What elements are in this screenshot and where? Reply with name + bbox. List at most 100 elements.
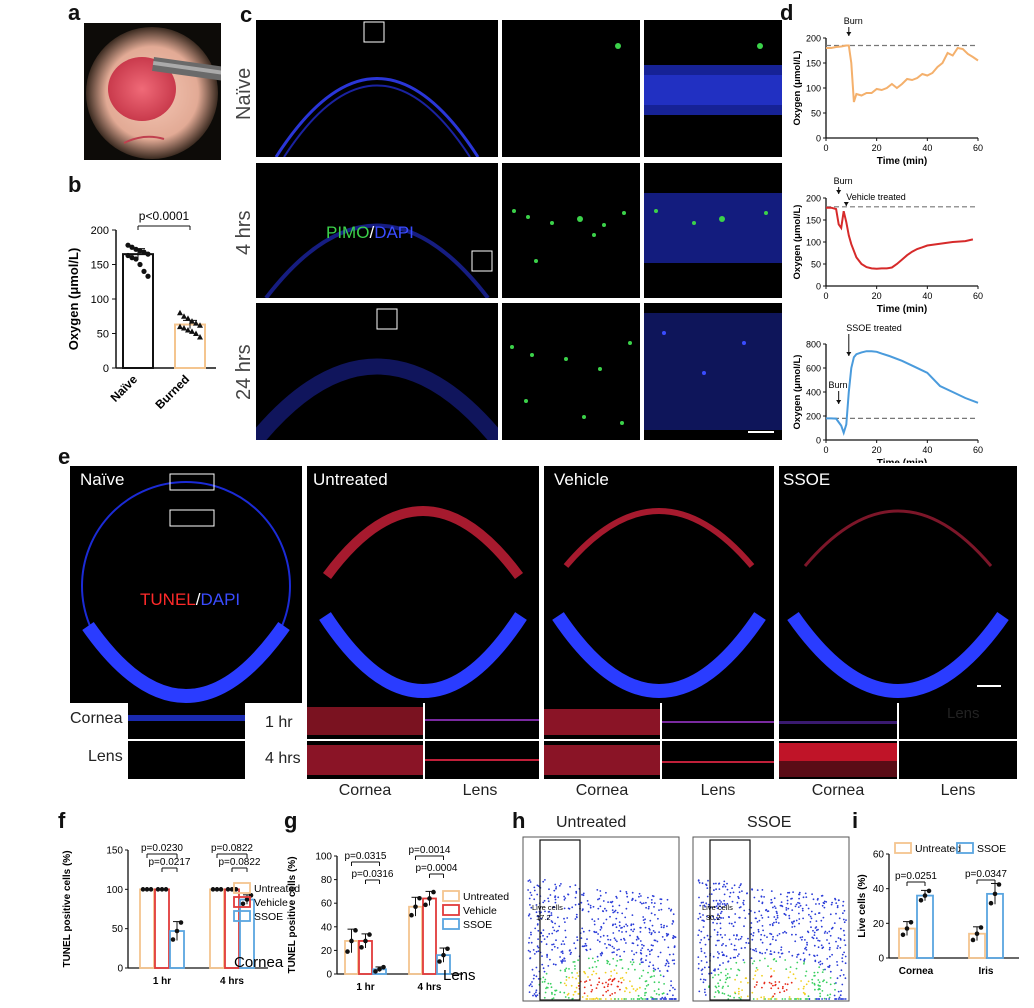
- h-dot: [817, 961, 820, 964]
- h-dot: [836, 905, 839, 907]
- h-dot: [654, 913, 656, 916]
- d2-x-tick-label: 20: [872, 291, 882, 301]
- h-dot: [584, 942, 587, 945]
- h-dot: [625, 891, 628, 893]
- h-dot: [825, 901, 828, 903]
- f-pvalue: p=0.0822: [219, 857, 261, 868]
- e-ssoe-image: SSOE: [779, 466, 1017, 703]
- b-point: [141, 249, 147, 255]
- h-dot: [673, 959, 675, 961]
- h-dot: [704, 991, 706, 994]
- panel-label-d: d: [780, 0, 794, 25]
- h-dot: [672, 935, 675, 937]
- h-dot: [673, 946, 676, 949]
- h-dot: [631, 950, 633, 952]
- h-dot: [732, 891, 735, 894]
- h-dot: [554, 989, 557, 992]
- h-dot: [642, 961, 644, 964]
- panel-label-f: f: [58, 808, 66, 833]
- d2-y-tick-label: 200: [806, 194, 821, 204]
- g-point: [349, 938, 354, 944]
- b-y-label: Oxygen (μmol/L): [66, 248, 81, 351]
- h-dot: [553, 945, 556, 948]
- b-point: [145, 251, 151, 257]
- h-dot: [811, 936, 814, 939]
- g-x-tick-label: 4 hrs: [418, 982, 442, 993]
- h-dot: [671, 959, 674, 962]
- h-dot: [769, 950, 772, 953]
- d3-x-tick-label: 40: [922, 445, 932, 455]
- f-point: [144, 887, 150, 892]
- f-legend-swatch-untreated: [233, 882, 251, 894]
- panel-label-b: b: [68, 172, 82, 197]
- h-dot: [707, 879, 709, 882]
- h-dot: [592, 905, 595, 908]
- h-dot: [666, 935, 668, 937]
- h-dot: [620, 998, 623, 1000]
- f-pvalue: p=0.0822: [211, 843, 253, 854]
- h-dot: [590, 984, 592, 987]
- h-dot: [786, 899, 789, 902]
- h-dot: [572, 961, 575, 963]
- h-dot: [555, 887, 557, 890]
- e-strip-naive-cornea: [128, 703, 245, 739]
- h-dot: [626, 925, 629, 927]
- h-dot: [583, 986, 586, 989]
- g-point: [359, 945, 364, 950]
- h-dot: [638, 977, 641, 980]
- g-point: [427, 896, 432, 901]
- h-dot: [829, 913, 832, 916]
- h-dot: [537, 915, 540, 918]
- h-dot: [653, 906, 655, 908]
- h-dot: [718, 899, 721, 902]
- h-dot: [844, 998, 847, 1000]
- g-pvalue: p=0.0014: [409, 845, 451, 856]
- h-dot: [660, 908, 663, 911]
- h-dot: [798, 922, 800, 925]
- h-dot: [611, 905, 614, 908]
- h-dot: [716, 931, 719, 934]
- h-dot: [799, 958, 802, 961]
- h-dot: [623, 939, 626, 941]
- h-dot: [549, 958, 551, 961]
- h-dot: [755, 917, 757, 920]
- h-dot: [744, 977, 747, 980]
- h-dot: [591, 918, 594, 921]
- h-dot: [609, 978, 612, 980]
- b-pvalue: p<0.0001: [139, 209, 190, 223]
- c-row-label-4hrs: 4 hrs: [233, 210, 255, 255]
- h-dot: [744, 946, 746, 949]
- h-dot: [702, 914, 704, 916]
- h-dot: [541, 963, 544, 966]
- d3-x-label: Time (min): [877, 458, 927, 463]
- h-dot: [698, 929, 701, 932]
- g-legend-label: Vehicle: [463, 905, 497, 917]
- h-dot: [650, 944, 653, 946]
- h-dot: [555, 939, 557, 942]
- h-dot: [753, 896, 756, 899]
- h-dot: [769, 923, 771, 926]
- h-dot: [775, 998, 778, 1000]
- h-dot: [747, 942, 750, 944]
- h-dot: [697, 934, 700, 936]
- h-dot: [645, 955, 648, 957]
- h-dot: [671, 998, 674, 1000]
- h-dot: [717, 973, 720, 976]
- h-dot: [667, 946, 670, 949]
- h-dot: [631, 914, 634, 916]
- h-dot: [720, 910, 723, 913]
- h-dot: [700, 960, 703, 962]
- h-dot: [670, 980, 672, 982]
- h-dot: [615, 926, 618, 929]
- g-legend-swatch-ssoe: [442, 918, 460, 930]
- h-dot: [795, 903, 798, 906]
- h-dot: [838, 998, 840, 1000]
- h-dot: [650, 912, 653, 915]
- h-dot: [562, 940, 564, 942]
- h-dot: [535, 966, 538, 969]
- h-dot: [616, 911, 619, 914]
- h-dot: [798, 902, 801, 905]
- h-dot: [733, 884, 736, 887]
- h-dot: [720, 901, 722, 903]
- e-vehicle-image: Vehicle: [544, 466, 774, 703]
